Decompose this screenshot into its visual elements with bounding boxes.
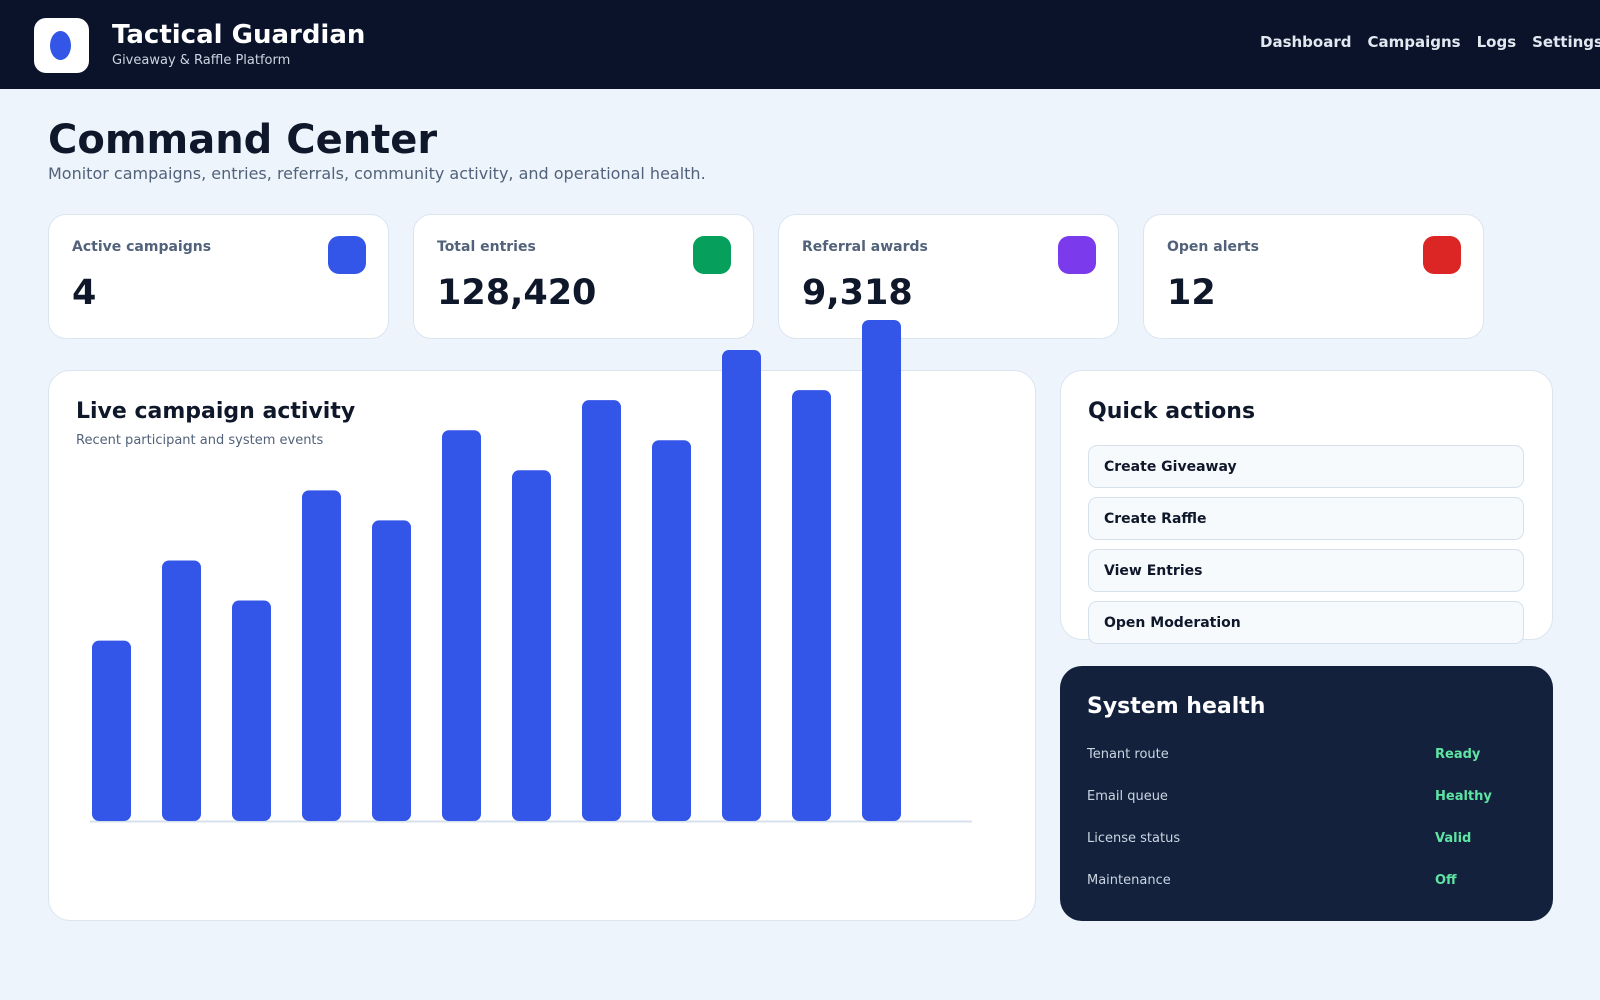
activity-panel: Live campaign activity Recent participan… [48,370,1036,921]
stat-color-icon [328,236,366,274]
health-status-license-status: Valid [1435,831,1472,846]
stat-value: 12 [1167,273,1216,313]
stat-card-referral-awards: Referral awards 9,318 [778,214,1119,339]
nav-item-dashboard[interactable]: Dashboard [1260,33,1352,51]
stat-color-icon [1058,236,1096,274]
health-status-email-queue: Healthy [1435,789,1492,804]
app-logo[interactable] [34,18,89,73]
stat-value: 128,420 [437,273,597,313]
page-title: Command Center [48,117,438,163]
main-nav: Dashboard Campaigns Logs Settings [1260,33,1600,51]
activity-subtitle: Recent participant and system events [76,433,324,448]
app-subtitle: Giveaway & Raffle Platform [112,53,291,68]
stat-label: Active campaigns [72,239,212,255]
nav-item-campaigns[interactable]: Campaigns [1367,33,1461,51]
health-status-maintenance: Off [1435,873,1457,888]
create-giveaway-button[interactable]: Create Giveaway [1088,445,1524,488]
stat-card-open-alerts: Open alerts 12 [1143,214,1484,339]
health-label-tenant-route: Tenant route [1087,747,1169,762]
stat-card-active-campaigns: Active campaigns 4 [48,214,389,339]
stat-value: 4 [72,273,97,313]
system-health-title: System health [1087,694,1266,719]
top-navigation-bar: Tactical Guardian Giveaway & Raffle Plat… [0,0,1600,89]
app-title: Tactical Guardian [112,20,366,50]
nav-item-settings[interactable]: Settings [1532,33,1600,51]
page-subtitle: Monitor campaigns, entries, referrals, c… [48,164,706,183]
view-entries-button[interactable]: View Entries [1088,549,1524,592]
stat-label: Referral awards [802,239,928,255]
stat-color-icon [693,236,731,274]
create-raffle-button[interactable]: Create Raffle [1088,497,1524,540]
stat-color-icon [1423,236,1461,274]
nav-item-logs[interactable]: Logs [1476,33,1517,51]
health-status-tenant-route: Ready [1435,747,1481,762]
stat-card-total-entries: Total entries 128,420 [413,214,754,339]
logo-mark-icon [50,31,71,60]
system-health-panel: System health Tenant route Ready Email q… [1060,666,1553,921]
stat-label: Total entries [437,239,536,255]
health-label-email-queue: Email queue [1087,789,1168,804]
open-moderation-button[interactable]: Open Moderation [1088,601,1524,644]
health-label-license-status: License status [1087,831,1181,846]
quick-actions-title: Quick actions [1088,399,1256,424]
quick-actions-panel: Quick actions Create Giveaway Create Raf… [1060,370,1553,644]
stat-value: 9,318 [802,273,913,313]
health-label-maintenance: Maintenance [1087,873,1171,888]
stat-label: Open alerts [1167,239,1259,255]
activity-title: Live campaign activity [76,399,356,424]
